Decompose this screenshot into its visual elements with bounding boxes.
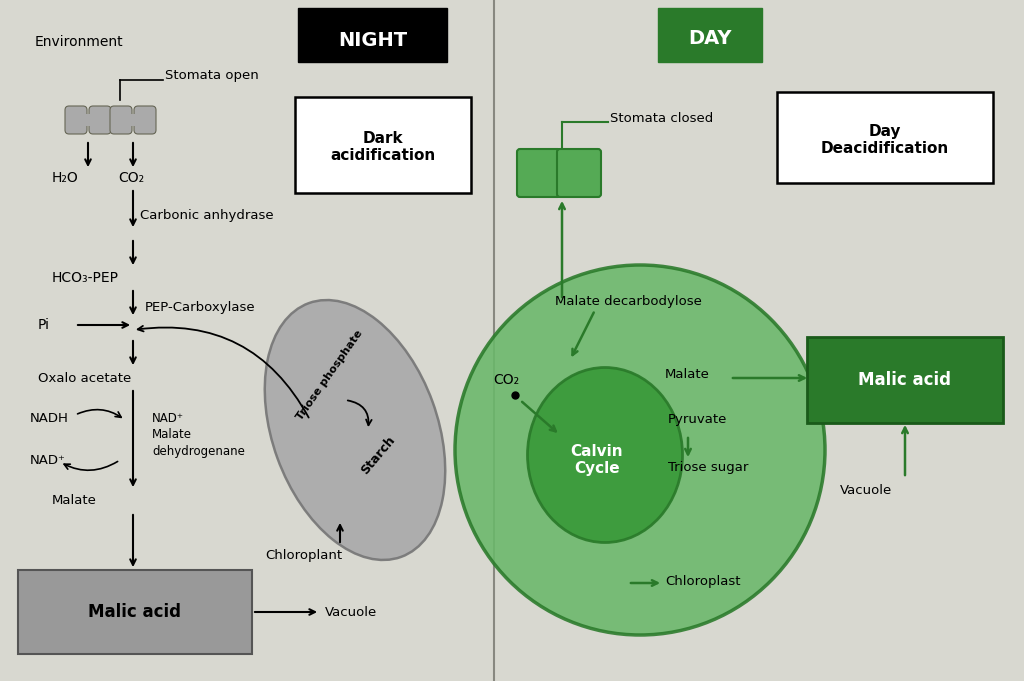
FancyBboxPatch shape	[65, 106, 87, 134]
Text: Starch: Starch	[358, 433, 397, 477]
FancyBboxPatch shape	[807, 337, 1002, 423]
Circle shape	[455, 265, 825, 635]
FancyBboxPatch shape	[83, 114, 93, 126]
Text: Pyruvate: Pyruvate	[668, 413, 727, 426]
Text: Oxalo acetate: Oxalo acetate	[38, 372, 131, 385]
Text: Malate decarbodylose: Malate decarbodylose	[555, 296, 701, 308]
FancyBboxPatch shape	[134, 106, 156, 134]
Ellipse shape	[527, 368, 683, 543]
Text: DAY: DAY	[688, 29, 732, 48]
Text: PEP-Carboxylase: PEP-Carboxylase	[145, 302, 256, 315]
Text: Malic acid: Malic acid	[858, 371, 951, 389]
Text: Environment: Environment	[35, 35, 124, 49]
Text: Pi: Pi	[38, 318, 50, 332]
Text: Stomata open: Stomata open	[165, 69, 259, 82]
FancyBboxPatch shape	[557, 149, 601, 197]
FancyBboxPatch shape	[777, 92, 993, 183]
Text: Triose sugar: Triose sugar	[668, 462, 749, 475]
FancyBboxPatch shape	[18, 570, 252, 654]
Text: NAD⁺: NAD⁺	[30, 454, 66, 466]
FancyBboxPatch shape	[295, 97, 471, 193]
Text: Chloroplast: Chloroplast	[665, 575, 740, 588]
Text: H₂O: H₂O	[52, 171, 79, 185]
FancyBboxPatch shape	[128, 114, 138, 126]
Text: Vacuole: Vacuole	[325, 605, 377, 618]
Text: NAD⁺
Malate
dehydrogenane: NAD⁺ Malate dehydrogenane	[152, 411, 245, 458]
Text: Malate: Malate	[52, 494, 97, 507]
FancyBboxPatch shape	[517, 149, 561, 197]
Text: CO₂: CO₂	[118, 171, 144, 185]
Text: Day
Deacidification: Day Deacidification	[821, 124, 949, 156]
Text: Malate: Malate	[665, 368, 710, 381]
FancyBboxPatch shape	[110, 106, 132, 134]
Ellipse shape	[265, 300, 445, 560]
FancyBboxPatch shape	[298, 8, 447, 62]
Text: Carbonic anhydrase: Carbonic anhydrase	[140, 208, 273, 221]
Text: Triose phosphate: Triose phosphate	[295, 328, 365, 422]
Text: Vacuole: Vacuole	[840, 484, 892, 496]
Text: Chloroplant: Chloroplant	[265, 548, 342, 562]
FancyBboxPatch shape	[658, 8, 762, 62]
Text: Calvin
Cycle: Calvin Cycle	[570, 444, 624, 476]
Text: Stomata closed: Stomata closed	[610, 112, 714, 125]
FancyBboxPatch shape	[89, 106, 111, 134]
Text: NIGHT: NIGHT	[339, 31, 408, 50]
Text: Malic acid: Malic acid	[88, 603, 181, 621]
Text: NADH: NADH	[30, 411, 69, 424]
Text: HCO₃-PEP: HCO₃-PEP	[52, 271, 119, 285]
Text: Dark
acidification: Dark acidification	[331, 131, 435, 163]
Text: CO₂: CO₂	[493, 373, 519, 387]
